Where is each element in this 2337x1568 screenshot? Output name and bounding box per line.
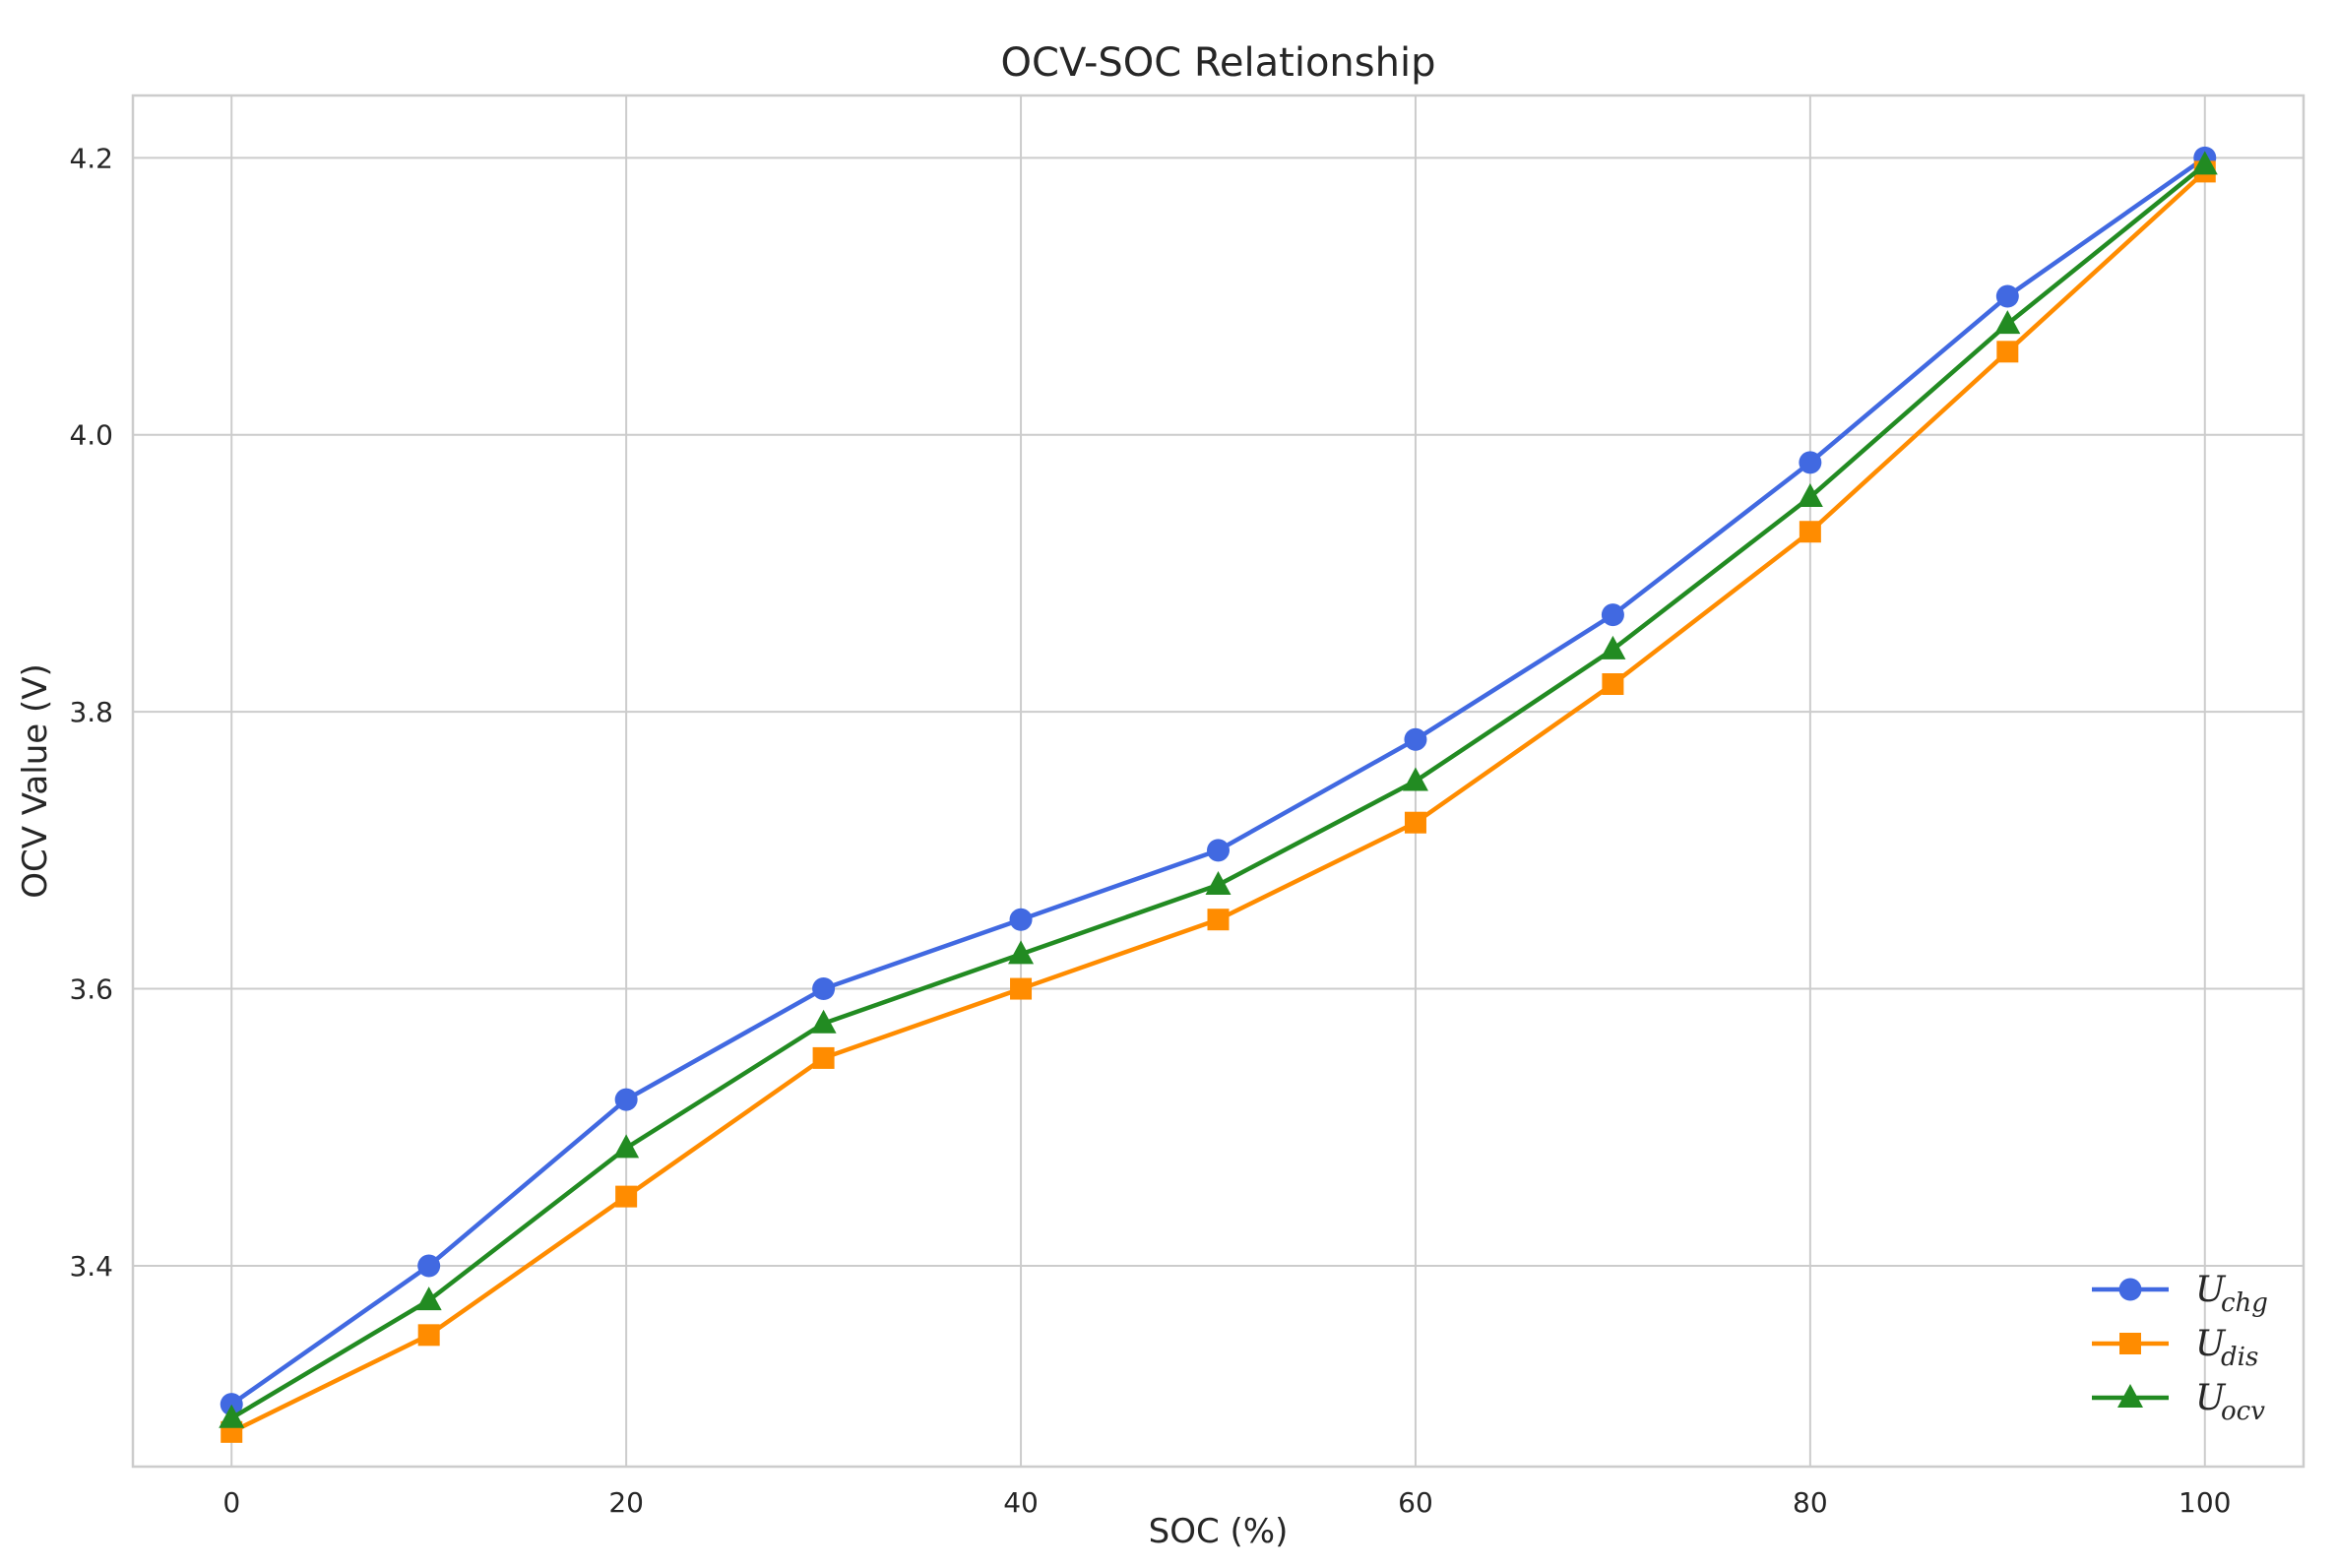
legend-label-sub: ocv bbox=[2221, 1397, 2265, 1426]
y-tick-label: 4.0 bbox=[69, 419, 113, 452]
x-axis-label: SOC (%) bbox=[1149, 1512, 1289, 1551]
data-point-U_dis bbox=[1996, 341, 2019, 363]
legend-label-main: U bbox=[2195, 1324, 2227, 1364]
data-point-U_ocv bbox=[1994, 310, 2021, 335]
data-point-U_ocv bbox=[2191, 151, 2218, 175]
data-point-U_ocv bbox=[810, 1009, 837, 1034]
data-point-U_chg bbox=[614, 1088, 638, 1111]
data-point-U_chg bbox=[812, 977, 836, 1001]
data-point-U_ocv bbox=[219, 1404, 245, 1428]
data-point-U_ocv bbox=[1008, 940, 1035, 965]
data-point-U_chg bbox=[1207, 839, 1230, 862]
x-tick-label: 20 bbox=[608, 1486, 644, 1519]
y-axis-label: OCV Value (V) bbox=[16, 663, 55, 899]
data-point-U_chg bbox=[1009, 908, 1033, 931]
x-tick-label: 0 bbox=[222, 1486, 240, 1519]
series-U_chg bbox=[220, 146, 2217, 1416]
legend-label-sub: dis bbox=[2221, 1343, 2258, 1372]
x-tick-label: 60 bbox=[1398, 1486, 1433, 1519]
data-point-U_dis bbox=[1207, 909, 1230, 931]
legend-marker bbox=[2119, 1333, 2141, 1354]
data-point-U_dis bbox=[1404, 811, 1426, 834]
x-tick-label: 80 bbox=[1793, 1486, 1828, 1519]
tick-labels: 0 20 40 60 80 100 3.4 3.6 3.8 4.0 4.2 bbox=[69, 142, 2231, 1519]
data-point-U_chg bbox=[1601, 603, 1624, 627]
y-tick-label: 3.6 bbox=[69, 973, 113, 1006]
legend-label-main: U bbox=[2195, 1378, 2227, 1418]
data-point-U_chg bbox=[417, 1254, 441, 1278]
data-point-U_dis bbox=[1602, 673, 1624, 696]
data-point-U_dis bbox=[417, 1324, 440, 1347]
series-U_ocv bbox=[219, 151, 2218, 1428]
series bbox=[219, 146, 2218, 1443]
data-point-U_chg bbox=[1799, 451, 1822, 474]
y-tick-label: 3.4 bbox=[69, 1250, 113, 1283]
data-point-U_dis bbox=[1799, 521, 1821, 543]
data-point-U_ocv bbox=[1205, 871, 1232, 896]
data-point-U_ocv bbox=[1402, 767, 1428, 791]
data-point-U_ocv bbox=[415, 1286, 442, 1311]
legend-label-sub: chg bbox=[2221, 1288, 2268, 1318]
data-point-U_chg bbox=[1404, 727, 1427, 751]
grid bbox=[133, 95, 2304, 1467]
data-point-U_chg bbox=[1995, 284, 2019, 308]
data-point-U_ocv bbox=[1797, 483, 1823, 508]
chart-title: OCV-SOC Relationship bbox=[1001, 40, 1436, 86]
data-point-U_dis bbox=[1010, 977, 1033, 1000]
data-point-U_dis bbox=[615, 1185, 638, 1208]
y-tick-label: 4.2 bbox=[69, 142, 113, 174]
x-tick-label: 100 bbox=[2179, 1486, 2231, 1519]
plot-frame bbox=[131, 94, 2305, 1469]
data-point-U_ocv bbox=[613, 1134, 640, 1159]
legend-marker bbox=[2118, 1278, 2142, 1301]
data-point-U_chg bbox=[220, 1393, 243, 1416]
data-point-U_ocv bbox=[1600, 635, 1626, 659]
x-tick-label: 40 bbox=[1003, 1486, 1039, 1519]
legend-marker bbox=[2117, 1384, 2143, 1408]
legend-label-main: U bbox=[2195, 1270, 2227, 1310]
data-point-U_dis bbox=[812, 1046, 835, 1069]
y-tick-label: 3.8 bbox=[69, 696, 113, 728]
